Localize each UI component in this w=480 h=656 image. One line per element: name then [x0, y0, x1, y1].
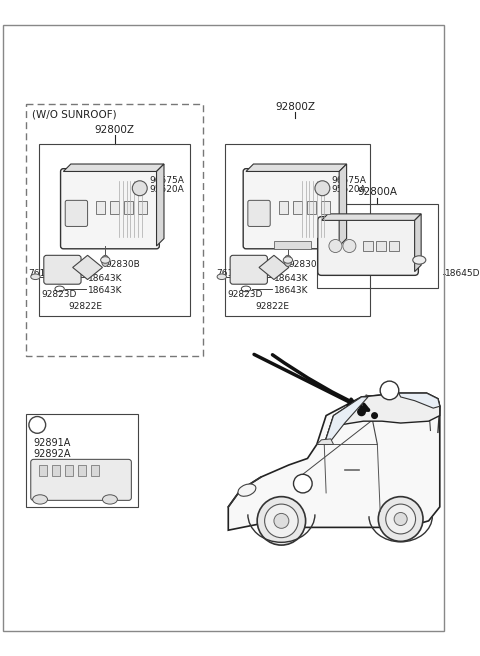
- Text: 18645D: 18645D: [445, 270, 480, 278]
- Text: 92823D: 92823D: [228, 290, 263, 298]
- Circle shape: [380, 381, 399, 400]
- Bar: [124, 201, 133, 215]
- Bar: [91, 465, 99, 476]
- Polygon shape: [399, 393, 440, 408]
- Bar: [39, 144, 190, 316]
- Circle shape: [293, 474, 312, 493]
- Circle shape: [257, 497, 306, 545]
- Ellipse shape: [238, 484, 256, 497]
- Circle shape: [394, 512, 407, 525]
- Text: 18643K: 18643K: [87, 286, 122, 295]
- Text: 96575A: 96575A: [332, 176, 367, 185]
- Text: 96575A: 96575A: [149, 176, 184, 185]
- Text: 92800A: 92800A: [357, 188, 397, 197]
- Text: (W/O SUNROOF): (W/O SUNROOF): [32, 109, 116, 119]
- Ellipse shape: [241, 286, 251, 292]
- Text: 95520A: 95520A: [332, 186, 366, 194]
- Text: 92830B: 92830B: [288, 260, 323, 269]
- Text: 18643K: 18643K: [274, 286, 309, 295]
- Text: 18643K: 18643K: [274, 274, 309, 283]
- Ellipse shape: [55, 274, 64, 279]
- Bar: [317, 204, 438, 288]
- Bar: [39, 465, 47, 476]
- Circle shape: [315, 181, 330, 195]
- Ellipse shape: [31, 274, 40, 279]
- Polygon shape: [415, 214, 421, 272]
- Circle shape: [29, 417, 46, 433]
- Text: 92823D: 92823D: [41, 290, 76, 298]
- Text: 92822E: 92822E: [69, 302, 103, 311]
- Ellipse shape: [284, 255, 292, 266]
- Bar: [226, 144, 370, 316]
- Polygon shape: [324, 397, 368, 445]
- Ellipse shape: [33, 495, 48, 504]
- Circle shape: [378, 497, 423, 541]
- FancyBboxPatch shape: [318, 216, 419, 276]
- Circle shape: [274, 514, 289, 528]
- Circle shape: [372, 413, 377, 419]
- Bar: [307, 201, 316, 215]
- Bar: [389, 241, 399, 251]
- Text: 76120: 76120: [216, 270, 245, 278]
- Bar: [321, 201, 330, 215]
- Circle shape: [329, 239, 342, 253]
- Polygon shape: [228, 393, 440, 530]
- Circle shape: [343, 239, 356, 253]
- Ellipse shape: [103, 495, 118, 504]
- FancyBboxPatch shape: [31, 459, 132, 501]
- Circle shape: [386, 504, 416, 534]
- Bar: [278, 201, 288, 215]
- Polygon shape: [322, 214, 421, 220]
- Text: 95520A: 95520A: [149, 186, 184, 194]
- Bar: [26, 104, 203, 356]
- Bar: [274, 241, 311, 249]
- Circle shape: [264, 504, 298, 538]
- Text: 92800Z: 92800Z: [95, 125, 134, 135]
- FancyBboxPatch shape: [248, 200, 270, 226]
- Polygon shape: [63, 164, 164, 171]
- Polygon shape: [324, 393, 440, 445]
- Ellipse shape: [283, 256, 293, 263]
- Text: 92892A: 92892A: [34, 449, 71, 459]
- Polygon shape: [246, 164, 347, 171]
- Ellipse shape: [101, 256, 110, 263]
- Bar: [26, 414, 138, 507]
- Ellipse shape: [102, 255, 109, 266]
- Bar: [52, 465, 60, 476]
- Text: 92822E: 92822E: [255, 302, 289, 311]
- Ellipse shape: [241, 274, 251, 279]
- Text: 18643K: 18643K: [87, 274, 122, 283]
- Polygon shape: [259, 255, 289, 279]
- Text: a: a: [34, 420, 40, 430]
- Text: a: a: [386, 386, 393, 396]
- Circle shape: [358, 408, 365, 416]
- Ellipse shape: [217, 274, 227, 279]
- FancyBboxPatch shape: [44, 255, 81, 284]
- Text: 92800Z: 92800Z: [276, 102, 315, 112]
- Ellipse shape: [413, 256, 426, 264]
- Text: 92830B: 92830B: [105, 260, 140, 269]
- Polygon shape: [72, 255, 103, 279]
- Polygon shape: [317, 439, 334, 445]
- Circle shape: [132, 181, 147, 195]
- Bar: [110, 201, 119, 215]
- Bar: [363, 241, 372, 251]
- Polygon shape: [156, 164, 164, 246]
- Bar: [65, 465, 72, 476]
- Polygon shape: [339, 164, 347, 246]
- Ellipse shape: [55, 286, 64, 292]
- Text: a: a: [300, 479, 306, 489]
- FancyBboxPatch shape: [243, 169, 342, 249]
- Text: 92891A: 92891A: [34, 438, 71, 448]
- Bar: [293, 201, 302, 215]
- Text: 76120: 76120: [28, 270, 57, 278]
- Bar: [376, 241, 386, 251]
- Bar: [78, 465, 86, 476]
- FancyBboxPatch shape: [60, 169, 159, 249]
- Bar: [138, 201, 147, 215]
- FancyBboxPatch shape: [230, 255, 267, 284]
- FancyBboxPatch shape: [65, 200, 87, 226]
- Bar: [96, 201, 105, 215]
